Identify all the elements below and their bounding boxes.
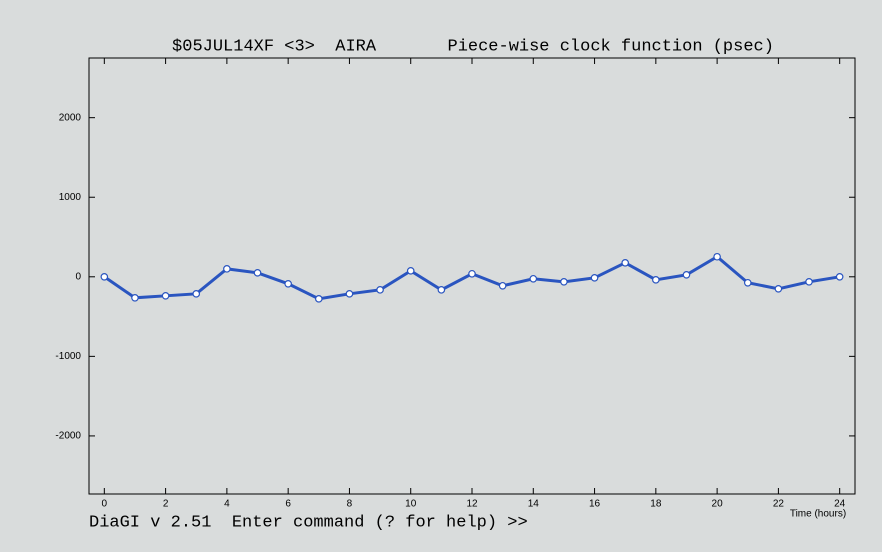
series-line <box>103 254 840 301</box>
data-point <box>774 285 783 293</box>
y-tick-label: -2000 <box>55 431 81 442</box>
data-point <box>743 278 752 287</box>
x-tick-label: 14 <box>528 499 540 510</box>
data-point <box>621 258 630 267</box>
data-point <box>131 293 139 302</box>
data-point <box>498 281 507 290</box>
x-tick-label: 6 <box>285 499 291 510</box>
y-tick-label: -1000 <box>55 351 81 362</box>
x-tick-label: 12 <box>466 499 478 510</box>
data-point <box>376 286 384 294</box>
x-tick-label: 8 <box>347 499 353 510</box>
y-tick-label: 0 <box>75 271 81 282</box>
data-point <box>345 290 354 298</box>
data-point <box>192 290 201 298</box>
data-point <box>223 265 231 273</box>
x-tick-label: 2 <box>163 499 169 510</box>
data-point <box>590 274 599 282</box>
x-tick-label: 22 <box>773 499 785 510</box>
data-point <box>529 274 538 283</box>
data-point <box>835 272 844 281</box>
command-prompt: DiaGI v 2.51 Enter command (? for help) … <box>89 513 528 532</box>
x-tick-label: 20 <box>712 499 724 510</box>
data-point <box>284 279 292 288</box>
data-point <box>560 278 568 286</box>
x-axis-label: Time (hours) <box>790 509 846 520</box>
chart-title: $05JUL14XF <3> AIRA Piece-wise clock fun… <box>172 37 774 56</box>
x-tick-label: 16 <box>589 499 601 510</box>
data-point <box>314 295 323 303</box>
data-point <box>161 292 170 300</box>
data-point <box>805 278 813 286</box>
data-point <box>468 269 476 278</box>
x-tick-label: 10 <box>405 499 417 510</box>
x-tick-label: 18 <box>650 499 662 510</box>
data-point <box>713 252 721 261</box>
data-point <box>682 271 691 279</box>
y-tick-label: 1000 <box>59 192 82 203</box>
x-tick-label: 0 <box>102 499 108 510</box>
y-tick-label: 2000 <box>59 112 82 123</box>
x-tick-label: 4 <box>224 499 230 510</box>
x-tick-label: 24 <box>834 499 846 510</box>
data-point <box>652 276 660 284</box>
data-point <box>253 269 262 277</box>
data-point <box>100 272 109 281</box>
data-point <box>406 267 415 275</box>
data-point <box>437 286 446 294</box>
